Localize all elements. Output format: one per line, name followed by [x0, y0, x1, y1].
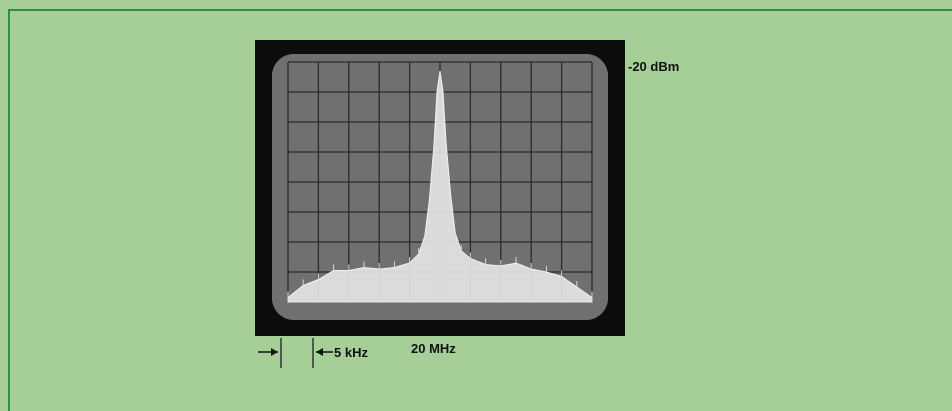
spectrum-trace [287, 70, 593, 303]
right-arrow-head [316, 348, 323, 356]
figure-frame [8, 9, 952, 411]
center-frequency-label: 20 MHz [411, 341, 456, 356]
spectrum-plot [272, 54, 608, 320]
span-marker-arrows [258, 338, 333, 368]
left-arrow-head [271, 348, 278, 356]
spectrum-display [272, 54, 608, 320]
reference-level-label: -20 dBm [628, 59, 680, 74]
span-per-division-label: 5 kHz [334, 345, 368, 360]
